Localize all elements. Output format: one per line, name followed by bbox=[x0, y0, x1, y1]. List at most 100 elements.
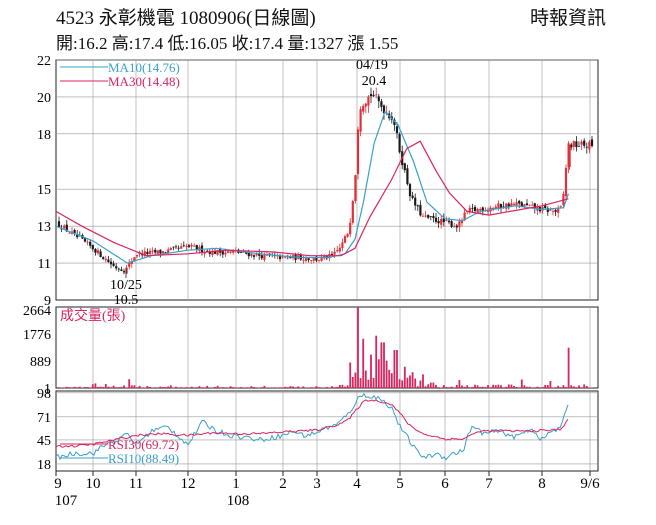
candle-body bbox=[557, 207, 560, 213]
volume-bar bbox=[570, 385, 573, 388]
candle-body bbox=[564, 167, 568, 197]
volume-bar bbox=[97, 386, 99, 388]
candle-body bbox=[468, 207, 471, 212]
volume-bar bbox=[112, 385, 115, 388]
candle-body bbox=[577, 145, 581, 147]
volume-bar bbox=[583, 384, 586, 388]
price-tick-label: 15 bbox=[37, 183, 51, 198]
volume-bar bbox=[323, 387, 326, 388]
candle-body bbox=[109, 261, 113, 265]
volume-bar bbox=[292, 386, 294, 388]
candle-body bbox=[364, 103, 367, 107]
ma10-legend-label: MA10(14.76) bbox=[108, 60, 180, 75]
candle-body bbox=[263, 254, 266, 260]
volume-bar bbox=[219, 387, 222, 388]
volume-bar bbox=[159, 386, 162, 388]
volume-bar bbox=[234, 387, 237, 388]
low-date-annotation: 10/25 bbox=[110, 278, 142, 293]
candle-body bbox=[307, 258, 310, 261]
candle-body bbox=[460, 220, 464, 224]
candle-body bbox=[151, 250, 154, 252]
volume-bar bbox=[518, 387, 521, 388]
volume-bar bbox=[461, 385, 463, 388]
candle-body bbox=[497, 203, 500, 209]
candle-body bbox=[125, 267, 128, 274]
volume-bar bbox=[198, 386, 201, 388]
candle-body bbox=[107, 259, 110, 263]
volume-bar bbox=[505, 386, 508, 388]
volume-bar bbox=[276, 387, 279, 388]
candle-body bbox=[336, 250, 339, 252]
volume-bar bbox=[364, 370, 367, 388]
volume-bar bbox=[289, 386, 292, 388]
volume-bar bbox=[328, 387, 331, 388]
rsi10-line bbox=[55, 392, 569, 461]
volume-panel-frame bbox=[55, 306, 599, 389]
volume-bar bbox=[224, 387, 227, 388]
candle-body bbox=[99, 251, 102, 257]
candle-body bbox=[559, 206, 562, 208]
low-value-annotation: 10.5 bbox=[114, 293, 139, 308]
volume-bar bbox=[507, 384, 510, 388]
candle-body bbox=[442, 218, 445, 223]
volume-bar bbox=[120, 386, 123, 388]
volume-bar bbox=[468, 387, 471, 388]
candle-body bbox=[359, 109, 362, 132]
volume-bar bbox=[294, 387, 297, 388]
candle-body bbox=[310, 260, 313, 261]
candle-body bbox=[507, 203, 510, 208]
volume-bar bbox=[73, 386, 76, 388]
candle-body bbox=[551, 211, 555, 212]
candle-body bbox=[221, 251, 224, 255]
candle-body bbox=[427, 214, 430, 218]
volume-bar bbox=[453, 387, 456, 388]
x-tick-label: 6 bbox=[441, 476, 449, 492]
volume-bar bbox=[520, 379, 523, 388]
price-tick-label: 13 bbox=[37, 220, 51, 235]
volume-bar bbox=[385, 360, 388, 388]
volume-bar bbox=[232, 387, 235, 388]
candle-body bbox=[333, 251, 336, 255]
volume-bar bbox=[68, 387, 71, 388]
volume-bar bbox=[91, 384, 94, 388]
volume-bar bbox=[286, 387, 289, 388]
volume-bar bbox=[115, 387, 118, 388]
volume-bar bbox=[216, 385, 219, 388]
candle-body bbox=[190, 244, 193, 247]
volume-bar bbox=[260, 387, 263, 388]
volume-bar bbox=[575, 387, 578, 388]
candle-body bbox=[546, 208, 549, 212]
volume-bar bbox=[489, 387, 492, 388]
candle-body bbox=[104, 258, 107, 261]
candle-body bbox=[117, 268, 120, 270]
volume-bar bbox=[388, 369, 391, 388]
x-tick-label: 10 bbox=[86, 476, 101, 492]
candle-body bbox=[135, 254, 139, 257]
candle-body bbox=[128, 262, 131, 267]
volume-bar bbox=[107, 386, 110, 388]
x-tick-label: 7 bbox=[485, 476, 493, 492]
volume-bar bbox=[190, 386, 193, 388]
candle-body bbox=[382, 105, 386, 114]
candle-body bbox=[414, 197, 417, 206]
candle-body bbox=[187, 245, 191, 247]
volume-bar bbox=[354, 372, 357, 388]
candle-body bbox=[453, 226, 456, 227]
volume-bar bbox=[450, 386, 453, 388]
candle-body bbox=[289, 257, 292, 259]
volume-bar bbox=[253, 387, 255, 388]
volume-bar bbox=[154, 387, 157, 388]
candle-body bbox=[167, 249, 170, 253]
volume-bar bbox=[585, 386, 588, 388]
candle-body bbox=[531, 204, 534, 206]
volume-bar bbox=[390, 373, 393, 388]
rsi30-legend-label: RSI30(69.72) bbox=[108, 437, 179, 452]
volume-bar bbox=[89, 387, 92, 388]
ma10-line bbox=[55, 110, 569, 264]
volume-bar bbox=[315, 386, 318, 388]
volume-bar bbox=[372, 377, 375, 388]
candle-body bbox=[330, 253, 334, 255]
volume-bar bbox=[86, 387, 89, 388]
volume-bar bbox=[476, 385, 479, 388]
volume-bar bbox=[123, 385, 125, 388]
